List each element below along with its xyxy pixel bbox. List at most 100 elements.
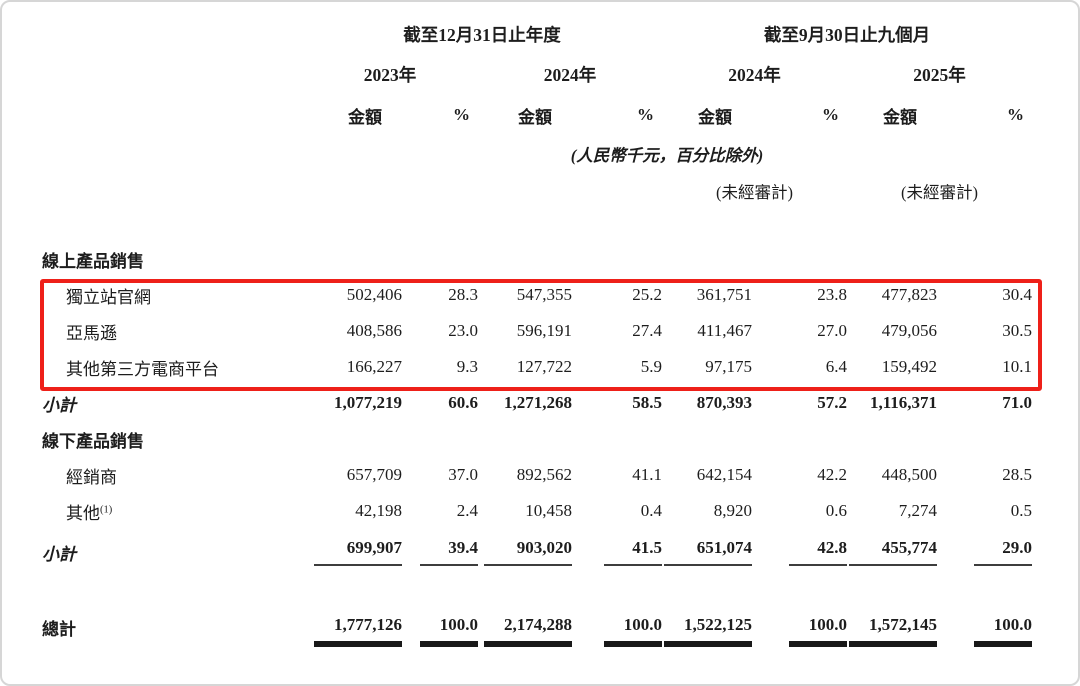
percent-column-header: % [822,105,839,124]
cell-value: 25.2 [632,285,662,304]
table-row-row-amazon: 亞馬遜 408,586 23.0 596,191 27.4 411,467 27.0 479,… [42,313,1032,349]
year-header-2024-nine-months: 2024年 [728,64,781,85]
cell-value: 42,198 [355,501,402,520]
cell-value: 23.0 [448,321,478,340]
cell-value: 39.4 [420,538,478,566]
cell-value: 361,751 [696,285,752,304]
currency-note-row: (人民幣千元，百分比除外) [42,135,1032,173]
column-header-row: 金額 % 金額 % 金額 % 金額 % [42,95,1032,135]
cell-value: 7,274 [898,501,937,520]
cell-value: 596,191 [516,321,572,340]
row-label: 小計 [42,544,76,564]
cell-value: 1,271,268 [504,393,572,412]
cell-value: 903,020 [484,538,572,566]
cell-value: 1,522,125 [664,615,752,647]
cell-value: 699,907 [314,538,402,566]
header-spacer [42,15,302,53]
cell-value: 0.6 [825,501,847,520]
amount-column-header: 金額 [518,107,552,127]
cell-value: 892,562 [516,465,572,484]
cell-value: 0.5 [1010,501,1032,520]
table-row-row-independent-website: 獨立站官網 502,406 28.3 547,355 25.2 361,751 23.8 47… [42,277,1032,313]
cell-value: 479,056 [881,321,937,340]
cell-value: 657,709 [346,465,402,484]
cell-value: 651,074 [664,538,752,566]
cell-value: 28.3 [448,285,478,304]
cell-value: 408,586 [346,321,402,340]
cell-value: 100.0 [974,615,1032,647]
cell-value: 23.8 [817,285,847,304]
table-row-row-other-third-party-platforms: 其他第三方電商平台 166,227 9.3 127,722 5.9 97,175 6.4 15… [42,349,1032,385]
header-spacer [42,173,302,209]
table-row-section-offline: 線下產品銷售 [42,421,1032,457]
cell-value: 27.4 [632,321,662,340]
table-row-row-others: 其他(1) 42,198 2.4 10,458 0.4 8,920 0.6 7,274 0.5 [42,493,1032,529]
amount-column-header: 金額 [698,107,732,127]
header-spacer [42,135,302,173]
row-label: 線下產品銷售 [42,431,144,451]
amount-column-header: 金額 [348,107,382,127]
row-label: 線上產品銷售 [42,251,144,271]
header-spacer [42,95,302,135]
unaudited-note-row: (未經審計) (未經審計) [42,173,1032,209]
revenue-breakdown-table: 截至12月31日止年度 截至9月30日止九個月 2023年 2024年 2024… [42,15,1032,661]
row-label: 其他第三方電商平台 [66,359,219,379]
table-row-row-distributors: 經銷商 657,709 37.0 892,562 41.1 642,154 42.2 448,… [42,457,1032,493]
row-label: 總計 [42,620,76,639]
cell-value: 58.5 [632,393,662,412]
cell-value: 27.0 [817,321,847,340]
percent-column-header: % [1007,105,1024,124]
cell-value: 1,077,219 [334,393,402,412]
cell-value: 41.5 [604,538,662,566]
cell-value: 30.5 [1002,321,1032,340]
cell-value: 166,227 [346,357,402,376]
row-label: 其他 [66,503,100,523]
cell-value: 5.9 [640,357,662,376]
empty-cells [302,209,1032,277]
cell-value: 42.8 [789,538,847,566]
cell-value: 29.0 [974,538,1032,566]
cell-value: 100.0 [789,615,847,647]
row-label: 經銷商 [66,467,117,487]
cell-value: 100.0 [604,615,662,647]
cell-value: 71.0 [1002,393,1032,412]
cell-value: 159,492 [881,357,937,376]
cell-value: 97,175 [705,357,752,376]
cell-value: 28.5 [1002,465,1032,484]
cell-value: 100.0 [420,615,478,647]
cell-value: 42.2 [817,465,847,484]
cell-value: 8,920 [713,501,752,520]
header-spacer [302,173,478,209]
year-header-2023: 2023年 [363,64,417,85]
footnote-marker: (1) [100,503,113,515]
unaudited-note: (未經審計) [901,183,978,202]
cell-value: 6.4 [825,357,847,376]
cell-value: 547,355 [516,285,572,304]
empty-cells [302,421,1032,457]
year-header-row: 2023年 2024年 2024年 2025年 [42,53,1032,95]
unaudited-note: (未經審計) [716,183,793,202]
header-spacer [478,173,662,209]
percent-column-header: % [453,105,470,124]
table-row-subtotal-offline: 小計 699,907 39.4 903,020 41.5 651,074 42.8 455,7… [42,529,1032,575]
header-spacer [42,53,302,95]
percent-column-header: % [637,105,654,124]
cell-value: 9.3 [456,357,478,376]
cell-value: 10,458 [525,501,572,520]
cell-value: 127,722 [516,357,572,376]
row-label: 小計 [42,395,76,415]
cell-value: 0.4 [640,501,662,520]
year-header-2024-annual: 2024年 [543,64,597,85]
cell-value: 642,154 [696,465,752,484]
cell-value: 455,774 [849,538,937,566]
cell-value: 1,572,145 [849,615,937,647]
table-row-subtotal-online: 小計 1,077,219 60.6 1,271,268 58.5 870,393 57.2 1… [42,385,1032,421]
cell-value: 502,406 [346,285,402,304]
amount-column-header: 金額 [883,107,917,127]
table-row-section-online: 線上產品銷售 [42,209,1032,277]
period-header-nine-months: 截至9月30日止九個月 [763,24,931,45]
cell-value: 10.1 [1002,357,1032,376]
row-label: 獨立站官網 [66,287,151,307]
cell-value: 2,174,288 [484,615,572,647]
